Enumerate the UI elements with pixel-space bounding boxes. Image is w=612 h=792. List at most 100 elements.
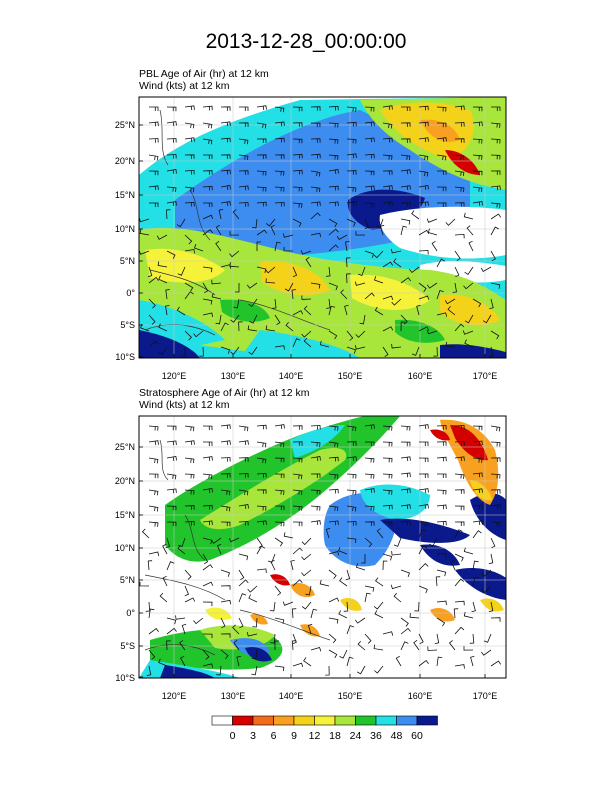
panel-2-axis-ticks <box>139 446 486 678</box>
wind-barb <box>175 615 186 620</box>
wind-barb <box>419 441 429 446</box>
colorbar-swatch <box>252 715 274 726</box>
wind-barb <box>328 617 339 624</box>
panel-2-wind-at: at <box>189 399 198 411</box>
wind-barb <box>292 425 303 430</box>
wind-barb <box>247 325 258 332</box>
wind-barb <box>375 577 384 587</box>
wind-barb <box>346 138 357 144</box>
wind-barb <box>165 289 170 300</box>
wind-barb <box>251 665 258 676</box>
wind-barb <box>328 597 340 603</box>
wind-barb <box>274 585 282 596</box>
wind-barb <box>202 425 213 431</box>
wind-barb <box>303 657 312 667</box>
wind-barb <box>472 530 482 539</box>
wind-barb <box>148 154 159 161</box>
wind-barb <box>184 154 195 159</box>
lon-label-160e: 160°E <box>408 371 433 381</box>
wind-barb <box>202 138 213 145</box>
wind-barb <box>300 250 312 255</box>
wind-barb <box>346 537 357 544</box>
wind-barb <box>233 298 240 309</box>
wind-barb <box>365 441 375 446</box>
panel-1-wind-label: Wind <box>139 80 163 92</box>
wind-barb <box>490 473 501 479</box>
wind-barb <box>148 425 159 431</box>
wind-barb <box>166 425 177 431</box>
wind-barb <box>202 633 213 639</box>
wind-barb <box>374 306 384 316</box>
wind-barb <box>454 170 465 177</box>
wind-barb <box>265 278 276 284</box>
wind-barb <box>418 521 429 527</box>
wind-barb <box>373 601 384 610</box>
wind-barb <box>490 457 501 462</box>
wind-barb <box>148 170 159 176</box>
wind-barb <box>148 457 159 464</box>
wind-barb <box>274 121 285 127</box>
wind-barb <box>354 281 366 286</box>
wind-barb <box>328 649 338 659</box>
wind-barb <box>418 295 430 300</box>
wind-barb <box>346 121 357 127</box>
wind-barb <box>246 632 258 637</box>
wind-barb <box>454 138 465 143</box>
wind-barb <box>466 225 474 236</box>
wind-barb <box>139 581 150 587</box>
wind-barb <box>328 473 339 480</box>
wind-barb <box>274 345 285 350</box>
wind-barb <box>354 345 366 350</box>
wind-barb <box>418 488 429 494</box>
wind-barb <box>203 202 213 207</box>
wind-barb <box>481 585 492 593</box>
wind-barb <box>283 246 294 252</box>
wind-barb <box>310 282 321 289</box>
wind-barb <box>202 553 209 565</box>
panel-1-wind-barbs <box>139 105 502 358</box>
wind-barb <box>301 537 312 546</box>
wind-barb <box>184 234 193 245</box>
wind-barb <box>452 282 457 293</box>
wind-barb <box>230 346 240 355</box>
wind-barb <box>184 457 195 464</box>
wind-barb <box>336 234 348 241</box>
wind-barb <box>346 505 357 512</box>
wind-barb <box>166 186 177 192</box>
wind-barb <box>364 170 375 176</box>
wind-barb <box>436 170 447 175</box>
wind-barb <box>382 122 393 129</box>
wind-barb <box>256 520 267 526</box>
wind-barb <box>256 441 267 448</box>
wind-barb <box>382 295 394 301</box>
wind-barb <box>184 505 195 510</box>
panel-1-wind-level: 12 km <box>200 80 230 92</box>
wind-barb <box>490 425 501 432</box>
wind-barb <box>325 665 330 676</box>
wind-barb <box>319 340 330 348</box>
wind-barb <box>177 544 186 555</box>
wind-barb <box>382 441 393 447</box>
wind-barb <box>454 250 461 262</box>
wind-barb <box>147 266 153 278</box>
wind-barb <box>454 529 463 539</box>
wind-barb <box>418 170 429 177</box>
wind-barb <box>166 561 175 571</box>
wind-barb <box>310 520 321 526</box>
wind-barb <box>364 537 373 548</box>
wind-barb <box>265 325 276 332</box>
wind-barb <box>454 233 465 239</box>
wind-barb <box>472 106 483 112</box>
wind-barb <box>490 170 501 175</box>
wind-barb <box>472 488 483 494</box>
wind-barb <box>216 665 222 676</box>
wind-barb <box>159 592 168 603</box>
wind-barb <box>454 424 465 430</box>
wind-barb <box>436 312 448 317</box>
wind-barb <box>343 601 349 612</box>
wind-barb <box>463 282 474 290</box>
panel-2-map <box>139 416 506 678</box>
colorbar-label: 60 <box>411 730 423 742</box>
wind-barb <box>292 473 303 480</box>
